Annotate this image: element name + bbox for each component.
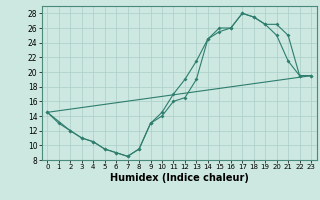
X-axis label: Humidex (Indice chaleur): Humidex (Indice chaleur)	[110, 173, 249, 183]
